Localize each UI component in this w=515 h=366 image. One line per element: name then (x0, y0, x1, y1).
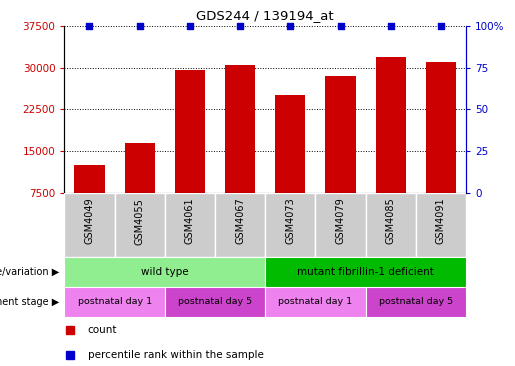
Text: GSM4073: GSM4073 (285, 198, 295, 244)
Point (186, 23, 194, 29)
Bar (165, 193, 215, 257)
Text: development stage ▶: development stage ▶ (0, 296, 59, 307)
Text: GSM4067: GSM4067 (235, 198, 245, 244)
Bar (114, 193, 165, 257)
Bar (325, 76, 355, 234)
Text: wild type: wild type (141, 266, 188, 277)
Text: GSM4061: GSM4061 (185, 198, 195, 244)
Bar (125, 142, 154, 234)
Bar (64, 257, 265, 287)
Point (236, 23, 244, 29)
Bar (375, 56, 406, 234)
Text: postnatal day 1: postnatal day 1 (78, 297, 151, 306)
Bar (265, 287, 366, 317)
Bar (275, 96, 305, 234)
Bar (265, 193, 315, 257)
Text: count: count (88, 325, 117, 335)
Bar (426, 62, 456, 234)
Bar (265, 257, 466, 287)
Point (135, 23, 144, 29)
Bar (74, 165, 105, 234)
Point (85, 23, 94, 29)
Bar (416, 193, 466, 257)
Point (387, 23, 395, 29)
Text: GSM4055: GSM4055 (135, 198, 145, 244)
Text: postnatal day 1: postnatal day 1 (279, 297, 352, 306)
Text: GSM4085: GSM4085 (386, 198, 396, 244)
Text: mutant fibrillin-1 deficient: mutant fibrillin-1 deficient (297, 266, 434, 277)
Bar (366, 287, 466, 317)
Bar (64, 193, 114, 257)
Text: GSM4079: GSM4079 (336, 198, 346, 244)
Bar (165, 287, 265, 317)
Bar (315, 193, 366, 257)
Point (437, 23, 445, 29)
Bar (366, 193, 416, 257)
Bar (225, 65, 255, 234)
Text: percentile rank within the sample: percentile rank within the sample (88, 350, 264, 360)
Point (336, 23, 345, 29)
Text: genotype/variation ▶: genotype/variation ▶ (0, 266, 59, 277)
Text: postnatal day 5: postnatal day 5 (178, 297, 252, 306)
Title: GDS244 / 139194_at: GDS244 / 139194_at (196, 9, 334, 22)
Bar (175, 70, 205, 234)
Bar (64, 287, 165, 317)
Text: GSM4091: GSM4091 (436, 198, 446, 244)
Bar (215, 193, 265, 257)
Text: GSM4049: GSM4049 (84, 198, 94, 244)
Point (286, 23, 295, 29)
Text: postnatal day 5: postnatal day 5 (379, 297, 453, 306)
